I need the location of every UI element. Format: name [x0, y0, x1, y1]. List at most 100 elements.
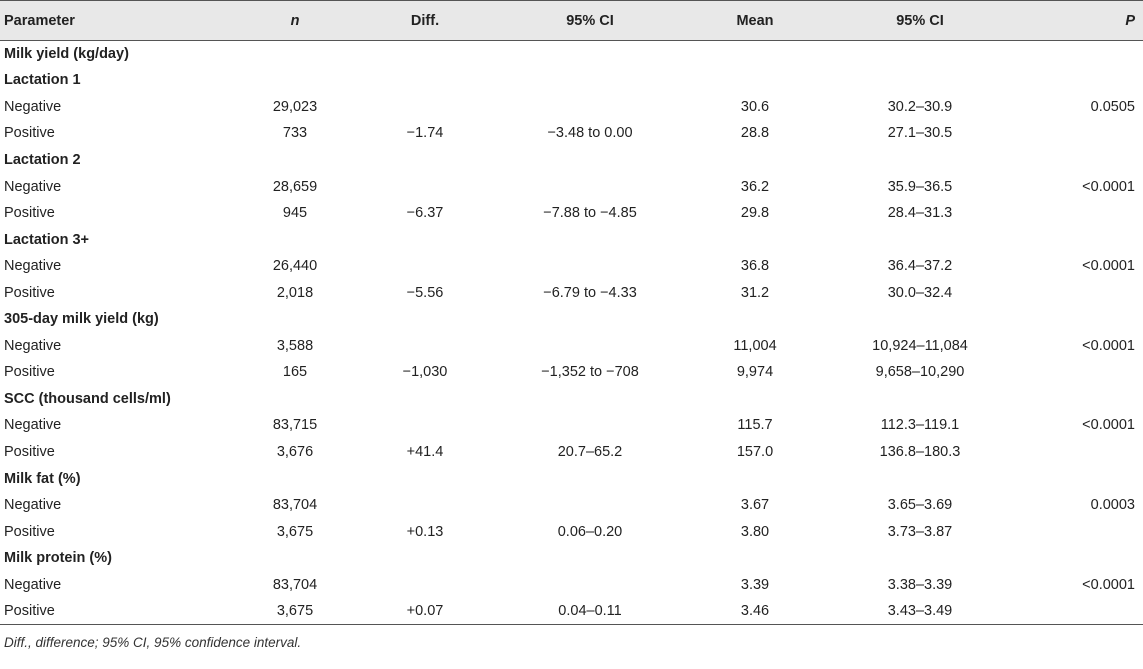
table-row: Negative 83,704 3.67 3.65–3.69 0.0003 — [0, 492, 1143, 519]
cell-diff — [360, 412, 490, 439]
cell-diff — [360, 333, 490, 360]
cell-p-value: <0.0001 — [1082, 417, 1135, 434]
cell-mean: 115.7 — [737, 417, 773, 434]
cell-mean: 3.80 — [740, 523, 770, 540]
cell-diff-ci — [490, 253, 690, 280]
cell-mean-ci — [820, 386, 1020, 413]
cell-parameter: Positive — [4, 364, 55, 381]
col-header-diff-ci: 95% CI — [490, 0, 690, 41]
cell-parameter: Positive — [4, 284, 55, 301]
cell-parameter: Negative — [4, 337, 62, 354]
cell-mean — [690, 226, 820, 253]
section-label: Milk fat (%) — [4, 470, 81, 487]
cell-mean: 157.0 — [736, 443, 774, 460]
cell-diff-ci — [490, 492, 690, 519]
cell-n: 29,023 — [272, 98, 318, 115]
cell-p-value: <0.0001 — [1082, 178, 1135, 195]
table-row: Negative 83,715 115.7 112.3–119.1 <0.0001 — [0, 412, 1143, 439]
cell-n: 733 — [282, 125, 308, 142]
cell-p-value — [1020, 200, 1143, 227]
cell-mean-ci: 3.65–3.69 — [887, 497, 953, 514]
cell-diff — [360, 465, 490, 492]
cell-p-value: <0.0001 — [1082, 337, 1135, 354]
section-row: Lactation 3+ — [0, 226, 1143, 253]
cell-diff-ci: −7.88 to −4.85 — [543, 205, 637, 222]
cell-mean-ci: 3.73–3.87 — [887, 523, 953, 540]
cell-p-value — [1020, 386, 1143, 413]
cell-mean-ci: 30.2–30.9 — [887, 98, 953, 115]
cell-parameter: Negative — [4, 576, 62, 593]
table-row: Negative 83,704 3.39 3.38–3.39 <0.0001 — [0, 571, 1143, 598]
cell-mean — [690, 147, 820, 174]
cell-diff — [360, 571, 490, 598]
cell-p-value — [1020, 518, 1143, 545]
table-row: Positive 945 −6.37 −7.88 to −4.85 29.8 28.4–3… — [0, 200, 1143, 227]
cell-diff — [360, 67, 490, 94]
cell-parameter: Negative — [4, 258, 62, 275]
cell-diff-ci — [490, 306, 690, 333]
section-row: SCC (thousand cells/ml) — [0, 386, 1143, 413]
cell-n — [230, 67, 360, 94]
cell-mean: 9,974 — [736, 364, 774, 381]
cell-diff-ci — [490, 94, 690, 121]
cell-diff: −5.56 — [406, 284, 444, 301]
table-row: Positive 165 −1,030 −1,352 to −708 9,974 9,65… — [0, 359, 1143, 386]
cell-diff — [360, 545, 490, 572]
cell-parameter: Positive — [4, 523, 55, 540]
cell-p-value — [1020, 226, 1143, 253]
table-row: Negative 26,440 36.8 36.4–37.2 <0.0001 — [0, 253, 1143, 280]
cell-p-value — [1020, 597, 1143, 626]
cell-n — [230, 306, 360, 333]
cell-mean-ci: 3.43–3.49 — [820, 597, 1020, 626]
table-row: Negative 3,588 11,004 10,924–11,084 <0.0001 — [0, 333, 1143, 360]
section-row: Milk yield (kg/day) — [0, 41, 1143, 68]
cell-p-value: 0.0003 — [1090, 497, 1135, 514]
cell-n — [230, 147, 360, 174]
table-row: Positive 3,676 +41.4 20.7–65.2 157.0 136.8–18… — [0, 439, 1143, 466]
section-row: Milk fat (%) — [0, 465, 1143, 492]
cell-mean — [690, 465, 820, 492]
cell-mean: 31.2 — [740, 284, 770, 301]
cell-parameter: Negative — [4, 178, 62, 195]
cell-mean-ci: 30.0–32.4 — [887, 284, 953, 301]
cell-diff-ci — [490, 545, 690, 572]
cell-mean-ci: 3.38–3.39 — [887, 576, 953, 593]
table-header-row: Parameter n Diff. 95% CI Mean 95% CI P — [0, 0, 1143, 41]
cell-diff-ci: −1,352 to −708 — [541, 364, 639, 381]
cell-mean: 36.2 — [740, 178, 770, 195]
cell-n: 3,675 — [276, 523, 314, 540]
cell-p-value — [1020, 41, 1143, 68]
cell-diff: +0.13 — [406, 523, 444, 540]
cell-mean: 3.39 — [740, 576, 770, 593]
col-header-mean-ci: 95% CI — [820, 0, 1020, 41]
cell-diff — [360, 94, 490, 121]
cell-p-value — [1020, 359, 1143, 386]
section-label: SCC (thousand cells/ml) — [4, 390, 171, 407]
cell-mean-ci: 10,924–11,084 — [872, 337, 968, 354]
cell-n: 26,440 — [272, 258, 318, 275]
cell-p-value: <0.0001 — [1082, 576, 1135, 593]
cell-p-value: 0.0505 — [1090, 98, 1135, 115]
cell-parameter: Negative — [4, 497, 62, 514]
cell-diff-ci — [490, 333, 690, 360]
cell-diff — [360, 147, 490, 174]
cell-diff-ci — [490, 173, 690, 200]
cell-diff: +41.4 — [406, 443, 444, 460]
table-row: Positive 2,018 −5.56 −6.79 to −4.33 31.2 30.0… — [0, 279, 1143, 306]
cell-mean-ci: 27.1–30.5 — [887, 125, 953, 142]
results-table: Parameter n Diff. 95% CI Mean 95% CI P M… — [0, 0, 1143, 626]
cell-diff — [360, 492, 490, 519]
cell-n: 28,659 — [272, 178, 318, 195]
cell-diff: +0.07 — [360, 597, 490, 626]
cell-p-value — [1020, 279, 1143, 306]
table-row: Positive 3,675 +0.13 0.06–0.20 3.80 3.73–3.87 — [0, 518, 1143, 545]
cell-diff — [360, 41, 490, 68]
cell-diff: −1,030 — [402, 364, 448, 381]
cell-p-value — [1020, 465, 1143, 492]
cell-diff-ci: 0.06–0.20 — [557, 523, 623, 540]
cell-p-value — [1020, 306, 1143, 333]
cell-n: 165 — [282, 364, 308, 381]
col-header-mean: Mean — [690, 0, 820, 41]
cell-p-value — [1020, 147, 1143, 174]
table-row: Negative 28,659 36.2 35.9–36.5 <0.0001 — [0, 173, 1143, 200]
